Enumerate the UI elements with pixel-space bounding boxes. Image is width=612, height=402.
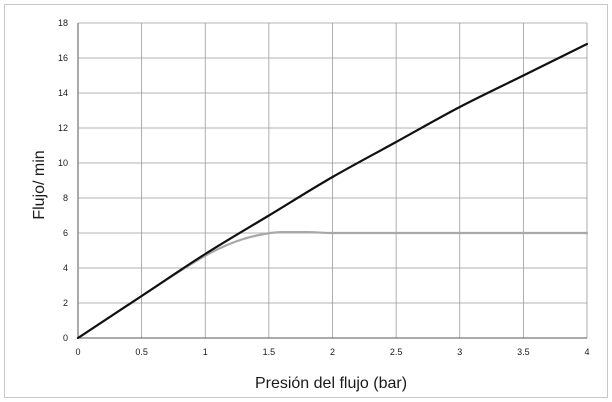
x-tick-label: 4 bbox=[584, 347, 589, 357]
y-tick-label: 6 bbox=[63, 228, 68, 238]
y-tick-label: 16 bbox=[58, 53, 68, 63]
y-tick-label: 14 bbox=[58, 88, 68, 98]
y-tick-label: 2 bbox=[63, 298, 68, 308]
y-tick-label: 10 bbox=[58, 158, 68, 168]
y-tick-label: 8 bbox=[63, 193, 68, 203]
tick-labels: 0 0.5 1 1.5 2 2.5 3 3.5 4 0 2 4 6 8 10 12 14 16 18 bbox=[58, 18, 590, 357]
y-axis-title: Flujo/ min bbox=[31, 150, 48, 219]
y-tick-label: 4 bbox=[63, 263, 68, 273]
series-group bbox=[76, 42, 589, 340]
x-tick-label: 2 bbox=[330, 347, 335, 357]
x-tick-label: 2.5 bbox=[390, 347, 403, 357]
chart-frame bbox=[4, 4, 608, 398]
y-tick-label: 18 bbox=[58, 18, 68, 28]
x-tick-label: 3.5 bbox=[517, 347, 530, 357]
x-tick-label: 0 bbox=[75, 347, 80, 357]
x-tick-label: 0.5 bbox=[135, 347, 148, 357]
x-tick-label: 1.5 bbox=[263, 347, 276, 357]
x-tick-label: 1 bbox=[203, 347, 208, 357]
y-tick-label: 0 bbox=[63, 333, 68, 343]
x-axis-title: Presión del flujo (bar) bbox=[255, 375, 407, 392]
y-tick-label: 12 bbox=[58, 123, 68, 133]
grid-lines bbox=[77, 22, 588, 339]
series-line-black bbox=[76, 42, 589, 340]
x-tick-label: 3 bbox=[457, 347, 462, 357]
